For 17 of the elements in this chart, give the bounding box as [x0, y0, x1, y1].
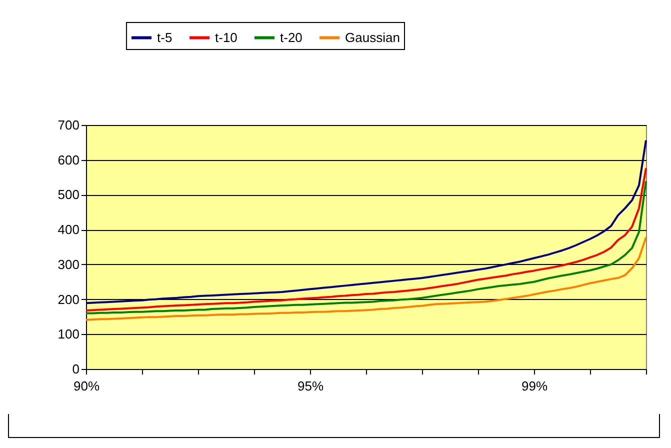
- y-tick-label: 0: [72, 362, 80, 376]
- line-series: [85, 139, 647, 304]
- y-tick-label: 600: [58, 152, 80, 168]
- x-tick-label: 99%: [521, 378, 548, 394]
- legend-label: Gaussian: [345, 30, 400, 45]
- y-tick-label: 500: [58, 187, 80, 202]
- legend-label: t-10: [215, 30, 238, 45]
- y-tick-label: 200: [58, 292, 80, 307]
- x-tick-label: 95%: [297, 378, 324, 394]
- x-tick-label: 90%: [73, 378, 100, 394]
- legend-label: t-5: [157, 30, 172, 45]
- line-series: [85, 236, 647, 321]
- legend-label: t-20: [280, 30, 302, 45]
- y-tick-label: 700: [58, 118, 80, 132]
- y-tick-label: 400: [58, 222, 80, 238]
- y-tick-label: 300: [58, 256, 80, 272]
- y-tick-label: 100: [58, 326, 80, 342]
